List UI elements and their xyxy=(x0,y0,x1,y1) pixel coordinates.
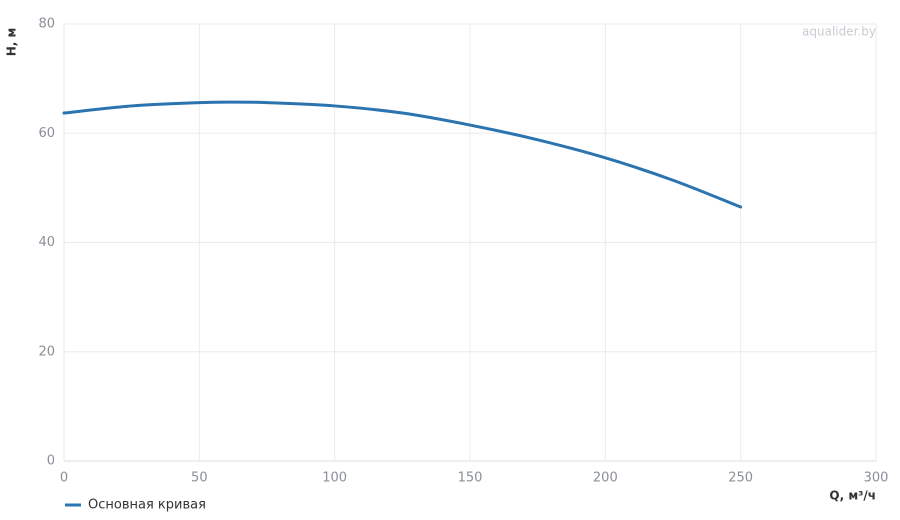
x-tick-label: 250 xyxy=(728,471,753,486)
y-tick-label: 20 xyxy=(38,344,55,359)
y-tick-label: 80 xyxy=(38,17,55,32)
x-tick-label: 150 xyxy=(458,471,483,486)
x-tick-label: 200 xyxy=(593,471,618,486)
x-tick-label: 50 xyxy=(191,471,208,486)
x-tick-label: 0 xyxy=(60,471,68,486)
line-series xyxy=(62,100,743,209)
x-tick-label: 300 xyxy=(864,471,889,486)
y-tick-label: 0 xyxy=(47,454,55,469)
y-tick-label: 60 xyxy=(38,126,55,141)
watermark: aqualider.by xyxy=(802,25,876,39)
y-tick-label: 40 xyxy=(38,235,55,250)
x-tick-label: 100 xyxy=(322,471,347,486)
legend-label: Основная кривая xyxy=(88,498,206,513)
x-axis-label: Q, м³/ч xyxy=(829,489,876,503)
y-axis-label: H, м xyxy=(5,28,19,57)
